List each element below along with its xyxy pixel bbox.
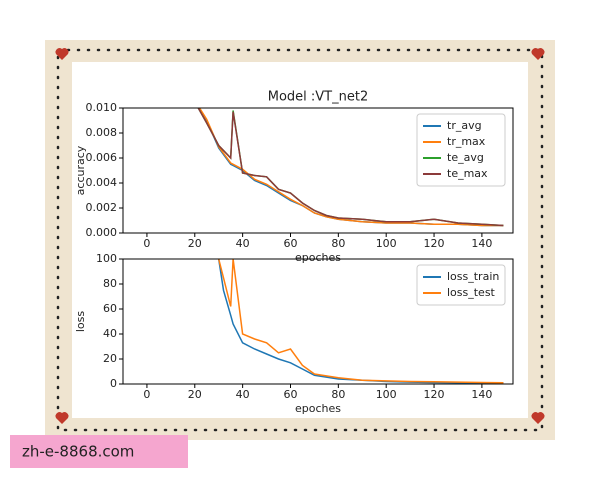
series-line xyxy=(197,108,504,227)
legend-label: loss_test xyxy=(447,286,496,299)
x-tick-label: 140 xyxy=(471,237,492,250)
y-tick-label: 60 xyxy=(103,302,117,315)
y-tick-label: 0.006 xyxy=(86,151,118,164)
legend-label: te_max xyxy=(447,167,488,180)
x-tick-label: 60 xyxy=(283,388,297,401)
axes-frame xyxy=(122,107,514,234)
x-tick-label: 140 xyxy=(471,388,492,401)
x-tick-label: 120 xyxy=(424,237,445,250)
y-tick-label: 0 xyxy=(110,377,117,390)
y-tick-label: 100 xyxy=(96,252,117,265)
chart-title: Model :VT_net2 xyxy=(268,90,368,105)
x-axis-label: epoches xyxy=(295,402,341,415)
x-tick-label: 0 xyxy=(143,388,150,401)
legend-label: te_avg xyxy=(447,151,484,164)
heart xyxy=(55,48,69,60)
x-tick-label: 20 xyxy=(188,388,202,401)
y-tick-label: 20 xyxy=(103,352,117,365)
y-tick-label: 0.008 xyxy=(86,126,118,139)
y-tick-label: 0.002 xyxy=(86,201,118,214)
x-axis-label: epoches xyxy=(295,251,341,264)
heart xyxy=(531,48,545,60)
watermark-box xyxy=(10,435,188,468)
legend-label: loss_train xyxy=(447,270,499,283)
legend-box xyxy=(416,264,506,306)
legend-box xyxy=(416,113,506,187)
legend-label: tr_max xyxy=(447,135,486,148)
x-tick-label: 80 xyxy=(331,237,345,250)
watermark: zh-e-8868.com xyxy=(22,443,134,461)
charts: Model :VT_net2 0 20 40 60 80 100 120 140 0.000 0.0… xyxy=(74,90,514,415)
y-tick-label: 0.010 xyxy=(86,101,118,114)
heart xyxy=(55,412,69,424)
y-tick-label: 80 xyxy=(103,277,117,290)
axes-frame xyxy=(122,258,514,385)
x-tick-label: 80 xyxy=(331,388,345,401)
x-tick-label: 100 xyxy=(376,388,397,401)
y-axis-label: loss xyxy=(74,311,87,333)
x-tick-label: 0 xyxy=(143,237,150,250)
legend-label: tr_avg xyxy=(447,119,482,132)
x-tick-label: 60 xyxy=(283,237,297,250)
heart xyxy=(531,412,545,424)
series-line xyxy=(217,259,504,384)
frame-dots xyxy=(56,48,544,432)
x-tick-label: 40 xyxy=(236,388,250,401)
y-tick-label: 40 xyxy=(103,327,117,340)
x-tick-label: 120 xyxy=(424,388,445,401)
y-tick-label: 0.004 xyxy=(86,176,118,189)
y-axis-label: accuracy xyxy=(74,145,87,195)
x-tick-label: 100 xyxy=(376,237,397,250)
x-tick-label: 40 xyxy=(236,237,250,250)
x-tick-label: 20 xyxy=(188,237,202,250)
series-line xyxy=(198,108,504,227)
y-tick-label: 0.000 xyxy=(86,226,118,239)
